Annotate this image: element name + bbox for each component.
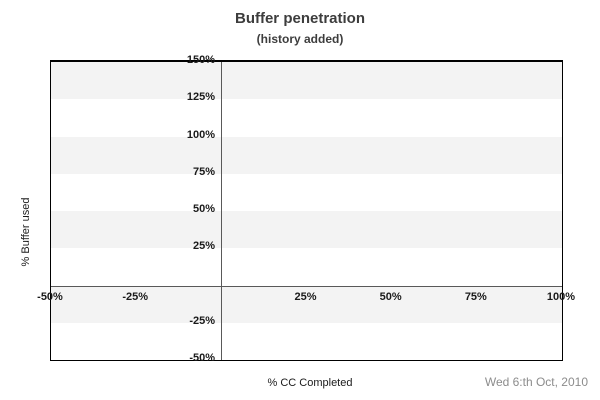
plot-area [50,60,563,361]
stripe-band [51,248,562,286]
x-tick-label: -25% [122,290,148,303]
stripe-band [51,99,562,137]
x-tick-label: 100% [546,290,576,303]
x-axis-zero-line [51,286,562,287]
y-axis-zero-line [221,62,222,360]
y-tick-label: 75% [192,165,215,178]
stripe-band [51,322,562,360]
y-tick-label: 100% [186,128,215,141]
y-tick-label: -50% [189,352,215,364]
y-tick-label: 150% [186,54,215,66]
y-axis-title: % Buffer used [20,197,32,267]
stripe-band [51,211,562,249]
x-tick-label: 50% [379,290,402,303]
chart-subtitle: (history added) [256,32,344,46]
date-label: Wed 6:th Oct, 2010 [484,375,588,389]
stripe-band [51,173,562,211]
y-tick-label: 125% [186,91,215,104]
stripe-band [51,285,562,323]
stripe-band [51,136,562,174]
x-tick-label: -50% [37,290,63,303]
y-tick-label: 50% [192,203,215,215]
x-tick-label: 75% [464,290,487,303]
x-axis-title: % CC Completed [267,377,353,389]
stripe-band [51,62,562,100]
y-tick-label: 25% [192,240,215,253]
chart-title: Buffer penetration [234,10,365,27]
y-tick-label: -25% [189,314,215,327]
x-tick-label: 25% [294,290,317,303]
